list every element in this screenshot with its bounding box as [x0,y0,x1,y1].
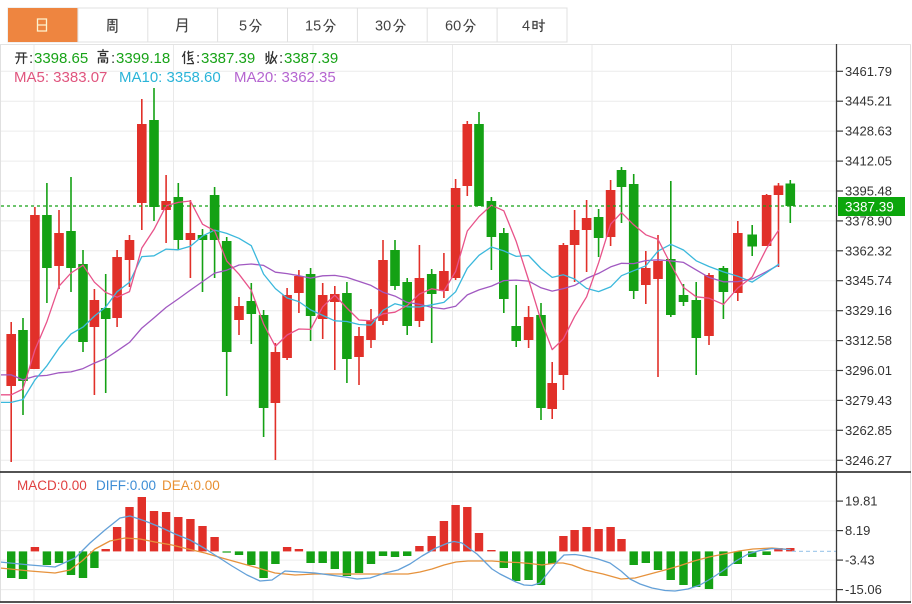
svg-text::: : [279,50,283,67]
svg-text:DEA:0.00: DEA:0.00 [162,478,220,493]
svg-text:3262.85: 3262.85 [845,423,892,438]
svg-text:3428.63: 3428.63 [845,124,892,139]
svg-text:3296.01: 3296.01 [845,363,892,378]
svg-text:3395.48: 3395.48 [845,184,892,199]
svg-text:3362.32: 3362.32 [845,243,892,258]
svg-text:DIFF:0.00: DIFF:0.00 [96,478,156,493]
svg-text::: : [196,50,200,67]
svg-text:3345.74: 3345.74 [845,273,892,288]
svg-text:3445.21: 3445.21 [845,94,892,109]
svg-text:MACD:0.00: MACD:0.00 [17,478,87,493]
svg-text:30: 30 [375,19,391,35]
svg-text:3279.43: 3279.43 [845,393,892,408]
svg-text:MA20: 3362.35: MA20: 3362.35 [234,69,336,86]
svg-text:3398.65: 3398.65 [34,50,88,67]
svg-text:3387.39: 3387.39 [201,50,255,67]
svg-text:19.81: 19.81 [845,494,878,509]
svg-text:3378.90: 3378.90 [845,213,892,228]
svg-text:3387.39: 3387.39 [284,50,338,67]
svg-text:3387.39: 3387.39 [845,200,894,215]
svg-text:3461.79: 3461.79 [845,64,892,79]
svg-text:3246.27: 3246.27 [845,453,892,468]
svg-text:3412.05: 3412.05 [845,154,892,169]
svg-text:-15.06: -15.06 [845,582,882,597]
svg-text:60: 60 [445,19,461,35]
svg-text:3329.16: 3329.16 [845,303,892,318]
svg-text:3312.58: 3312.58 [845,333,892,348]
svg-text:-3.43: -3.43 [845,553,875,568]
svg-text:4: 4 [522,19,530,35]
svg-text:15: 15 [305,19,321,35]
svg-text:8.19: 8.19 [845,523,870,538]
svg-text:5: 5 [239,19,247,35]
svg-text::: : [29,50,33,67]
svg-text:3399.18: 3399.18 [116,50,170,67]
svg-text:MA5: 3383.07: MA5: 3383.07 [14,69,107,86]
svg-text::: : [111,50,115,67]
svg-text:MA10: 3358.60: MA10: 3358.60 [119,69,221,86]
